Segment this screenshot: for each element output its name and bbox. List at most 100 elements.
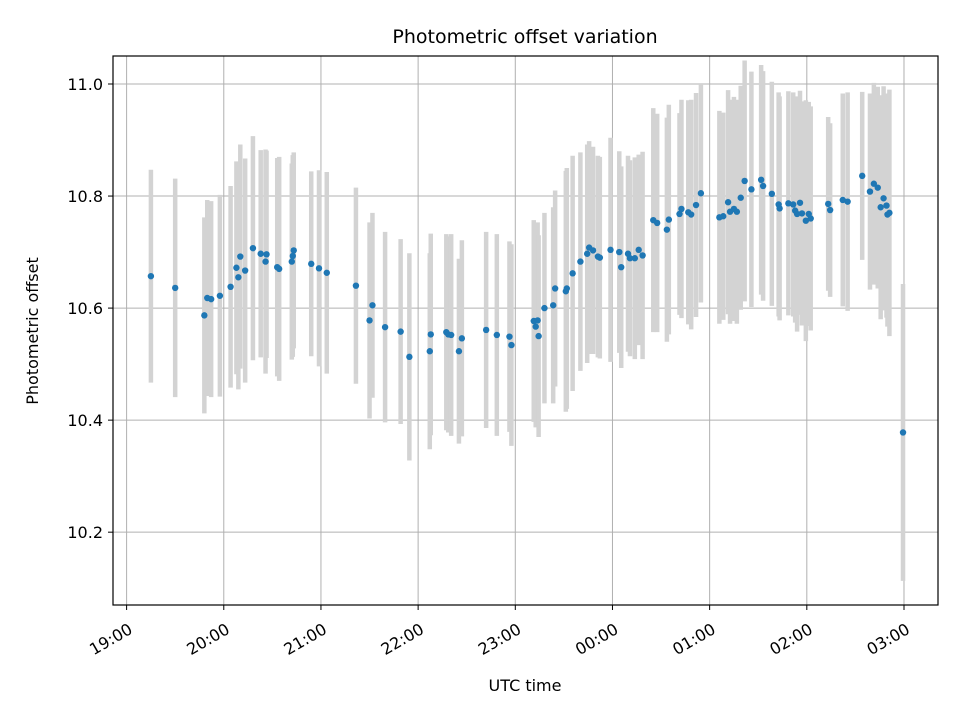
data-point bbox=[692, 201, 700, 209]
data-point bbox=[826, 206, 834, 214]
data-point bbox=[584, 250, 591, 257]
data-point bbox=[241, 267, 249, 274]
data-point bbox=[665, 216, 673, 223]
data-point bbox=[748, 186, 755, 193]
data-point bbox=[870, 180, 878, 187]
data-point bbox=[426, 348, 433, 355]
data-point bbox=[886, 209, 893, 217]
chart-title: Photometric offset variation bbox=[392, 26, 657, 48]
data-point bbox=[237, 253, 244, 260]
data-point bbox=[201, 312, 208, 319]
data-point bbox=[257, 250, 264, 257]
data-point bbox=[482, 326, 490, 334]
data-point bbox=[447, 331, 455, 339]
data-point bbox=[899, 429, 907, 436]
data-point bbox=[616, 248, 623, 256]
data-point bbox=[249, 244, 257, 252]
data-point bbox=[288, 258, 295, 265]
data-point bbox=[796, 199, 804, 206]
data-point bbox=[790, 201, 797, 208]
data-point bbox=[724, 199, 732, 206]
data-point bbox=[534, 317, 541, 324]
data-point bbox=[676, 210, 683, 218]
y-axis-ticks: 10.2 10.4 10.6 10.8 11.0 bbox=[67, 75, 113, 542]
data-point bbox=[577, 258, 584, 265]
data-point bbox=[883, 202, 890, 209]
data-point bbox=[406, 353, 413, 361]
data-point bbox=[532, 323, 539, 330]
data-point bbox=[171, 284, 179, 292]
data-point bbox=[227, 283, 234, 291]
data-point bbox=[235, 274, 242, 281]
data-point bbox=[802, 217, 810, 224]
data-point bbox=[290, 247, 297, 254]
data-point bbox=[807, 215, 814, 222]
data-point bbox=[493, 331, 501, 339]
y-tick-label: 10.2 bbox=[67, 523, 103, 542]
data-point bbox=[741, 177, 748, 185]
data-point bbox=[877, 204, 884, 211]
data-point bbox=[569, 270, 576, 277]
data-point bbox=[549, 302, 557, 309]
data-point bbox=[207, 295, 215, 303]
data-point bbox=[663, 226, 671, 233]
data-point bbox=[866, 188, 874, 195]
data-point bbox=[506, 333, 513, 340]
data-point bbox=[768, 190, 776, 198]
data-point bbox=[508, 341, 515, 349]
data-point bbox=[596, 254, 604, 261]
data-point bbox=[839, 196, 846, 204]
data-point bbox=[216, 292, 224, 299]
data-point bbox=[427, 331, 434, 338]
data-point bbox=[631, 255, 639, 262]
data-point bbox=[535, 332, 542, 340]
data-point bbox=[880, 195, 887, 202]
data-point bbox=[618, 263, 625, 271]
data-point bbox=[653, 219, 661, 227]
data-point bbox=[824, 200, 832, 208]
data-point bbox=[262, 258, 269, 265]
data-point bbox=[785, 200, 792, 207]
data-point bbox=[697, 190, 705, 197]
data-point bbox=[381, 323, 389, 331]
data-point bbox=[397, 328, 404, 335]
data-point bbox=[626, 255, 634, 262]
data-point bbox=[687, 211, 695, 218]
data-point bbox=[352, 282, 360, 289]
data-point bbox=[757, 176, 765, 184]
data-point bbox=[541, 304, 548, 312]
data-point bbox=[859, 172, 866, 180]
data-point bbox=[733, 208, 741, 215]
data-point bbox=[233, 264, 240, 271]
data-point bbox=[308, 260, 315, 268]
plot-frame bbox=[112, 55, 939, 606]
data-point bbox=[589, 247, 597, 254]
data-point bbox=[366, 317, 373, 324]
data-point bbox=[369, 302, 376, 309]
data-point bbox=[607, 246, 614, 254]
y-tick-label: 11.0 bbox=[67, 75, 103, 94]
data-point bbox=[639, 252, 646, 259]
data-point bbox=[844, 198, 851, 205]
data-point bbox=[458, 335, 466, 342]
data-point bbox=[147, 272, 155, 280]
data-point bbox=[455, 348, 463, 355]
y-axis-label: Photometric offset bbox=[23, 257, 42, 405]
data-point bbox=[635, 246, 642, 254]
data-point bbox=[563, 285, 570, 292]
x-axis-label: UTC time bbox=[489, 676, 562, 695]
data-point bbox=[678, 205, 685, 213]
data-point bbox=[275, 265, 283, 273]
data-points bbox=[147, 172, 907, 436]
data-point bbox=[798, 210, 806, 217]
data-point bbox=[737, 194, 744, 201]
data-point bbox=[720, 213, 727, 220]
data-point bbox=[759, 182, 767, 190]
data-point bbox=[793, 210, 801, 218]
y-tick-label: 10.4 bbox=[67, 411, 103, 430]
data-point bbox=[315, 265, 323, 272]
y-tick-label: 10.6 bbox=[67, 299, 103, 318]
data-point bbox=[323, 269, 330, 276]
